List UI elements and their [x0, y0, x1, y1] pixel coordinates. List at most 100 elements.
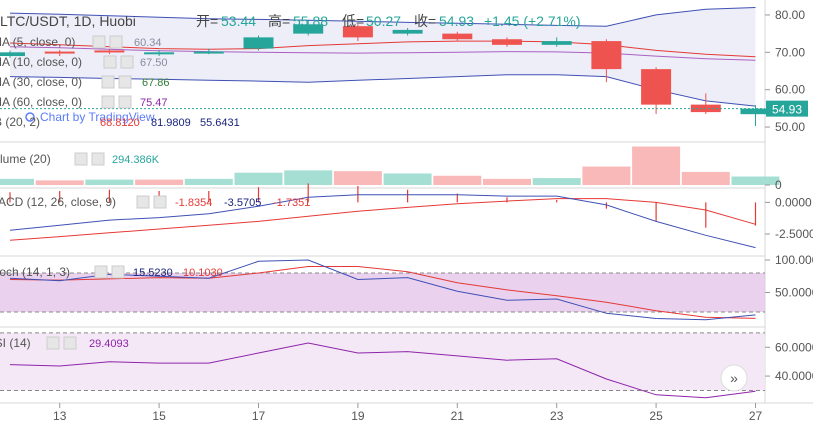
- bb-upper-line: [9, 7, 756, 27]
- stoch-label: Stoch (14, 1, 3): [0, 265, 70, 279]
- price-tick-label: 60.00: [775, 83, 805, 97]
- settings-icon[interactable]: [136, 195, 150, 209]
- ma60-value: 75.47: [140, 97, 168, 109]
- macd-line: [9, 194, 756, 249]
- volume-tick-label: 0: [775, 178, 782, 192]
- macd-tick-label: -2.5000: [775, 227, 813, 241]
- x-tick-label: 27: [749, 409, 763, 423]
- macd-label: MACD (12, 26, close, 9): [0, 195, 116, 209]
- rsi-tick-label: 60.0000: [775, 340, 813, 354]
- candle-body: [0, 52, 25, 57]
- stoch-tick-label: 50.0000: [775, 286, 813, 300]
- volume-label: Volume (20): [0, 152, 51, 166]
- close-icon[interactable]: [118, 75, 132, 89]
- settings-icon[interactable]: [103, 55, 117, 69]
- volume-bar: [731, 176, 780, 185]
- volume-bar: [85, 179, 134, 185]
- volume-bar: [532, 178, 581, 185]
- stoch-tick-label: 100.0000: [775, 253, 813, 267]
- close-icon[interactable]: [91, 152, 105, 166]
- candle-body: [740, 108, 771, 115]
- candle-body: [293, 24, 324, 34]
- close-icon[interactable]: [118, 95, 132, 109]
- candle-body: [44, 51, 75, 54]
- y-axis: 50.00 60.00 70.00 80.00 0 0.0000 -2.5000 100.00…: [765, 8, 813, 383]
- macd-line-value: -3.5705: [224, 197, 261, 209]
- volume-bar: [35, 180, 84, 185]
- high-label: 高=: [268, 13, 290, 29]
- bb-upper-value: 81.9809: [151, 117, 191, 129]
- settings-icon[interactable]: [101, 75, 115, 89]
- stoch-pane[interactable]: [0, 259, 765, 321]
- candle-body: [144, 52, 175, 55]
- bb-lower-line: [9, 74, 756, 107]
- rsi-tick-label: 40.0000: [775, 369, 813, 383]
- close-icon[interactable]: [120, 55, 134, 69]
- volume-bar: [632, 146, 681, 185]
- candle-body: [342, 26, 373, 38]
- close-label: 收=: [414, 13, 436, 29]
- rsi-pane[interactable]: [0, 332, 765, 399]
- settings-icon[interactable]: [46, 336, 60, 350]
- rsi-value: 29.4093: [89, 338, 129, 350]
- macd-pane[interactable]: [9, 183, 757, 249]
- rsi-band: [0, 332, 765, 391]
- stoch-band: [0, 273, 765, 312]
- close-icon[interactable]: [153, 195, 167, 209]
- volume-bar: [433, 175, 482, 185]
- bb-basis-value: 68.8120: [100, 117, 140, 129]
- price-badge-label: 54.93: [772, 103, 802, 117]
- volume-bar: [681, 171, 730, 185]
- bollinger-band-fill: [10, 7, 756, 107]
- ma10-value: 67.50: [140, 57, 168, 69]
- close-icon[interactable]: [63, 336, 77, 350]
- high-value: 55.88: [293, 13, 328, 29]
- watermark-text: Chart by TradingView: [40, 110, 155, 124]
- ma30-label: MA (30, close, 0): [0, 75, 82, 89]
- volume-bar: [483, 178, 531, 185]
- low-value: 50.27: [366, 13, 401, 29]
- settings-icon[interactable]: [101, 95, 115, 109]
- volume-bar: [284, 170, 333, 185]
- ma5-label: MA (5, close, 0): [0, 35, 75, 49]
- x-tick-label: 25: [649, 409, 663, 423]
- x-tick-label: 17: [252, 409, 266, 423]
- close-icon[interactable]: [111, 265, 125, 279]
- ma60-label: MA (60, close, 0): [0, 95, 82, 109]
- open-label: 开=: [196, 13, 218, 29]
- settings-icon[interactable]: [74, 152, 88, 166]
- price-badge: [766, 100, 808, 117]
- price-tick-label: 80.00: [775, 8, 805, 22]
- bb-lower-value: 55.6431: [200, 117, 240, 129]
- volume-bar: [333, 171, 382, 185]
- volume-bar: [383, 173, 432, 185]
- candle-body: [193, 51, 224, 54]
- volume-bar: [135, 179, 184, 185]
- stoch-k-value: 15.5230: [133, 267, 173, 279]
- volume-pane[interactable]: [0, 146, 780, 185]
- price-pane[interactable]: 54.93: [0, 7, 808, 127]
- candle-body: [591, 41, 622, 70]
- price-tick-label: 70.00: [775, 45, 805, 59]
- open-value: 53.44: [221, 13, 256, 29]
- ma-line: [9, 46, 756, 61]
- volume-bar: [0, 178, 34, 185]
- bb-label: BB (20, 2): [0, 115, 40, 129]
- settings-icon[interactable]: [92, 35, 106, 49]
- scroll-right-button[interactable]: »: [720, 364, 748, 392]
- price-tick-label: 50.00: [775, 120, 805, 134]
- volume-value: 294.386K: [112, 154, 160, 166]
- candle-body: [492, 39, 522, 45]
- rsi-line: [9, 342, 756, 399]
- volume-bar: [184, 178, 233, 185]
- x-tick-label: 13: [53, 409, 67, 423]
- stoch-k-line: [9, 259, 756, 321]
- settings-icon[interactable]: [94, 265, 108, 279]
- stoch-d-value: 10.1030: [183, 267, 223, 279]
- close-icon[interactable]: [109, 35, 123, 49]
- macd-tick-label: 0.0000: [775, 195, 812, 209]
- candle-body: [442, 33, 473, 40]
- bb-basis-line: [9, 40, 756, 58]
- change-value: +1.45 (+2.71%): [484, 13, 581, 29]
